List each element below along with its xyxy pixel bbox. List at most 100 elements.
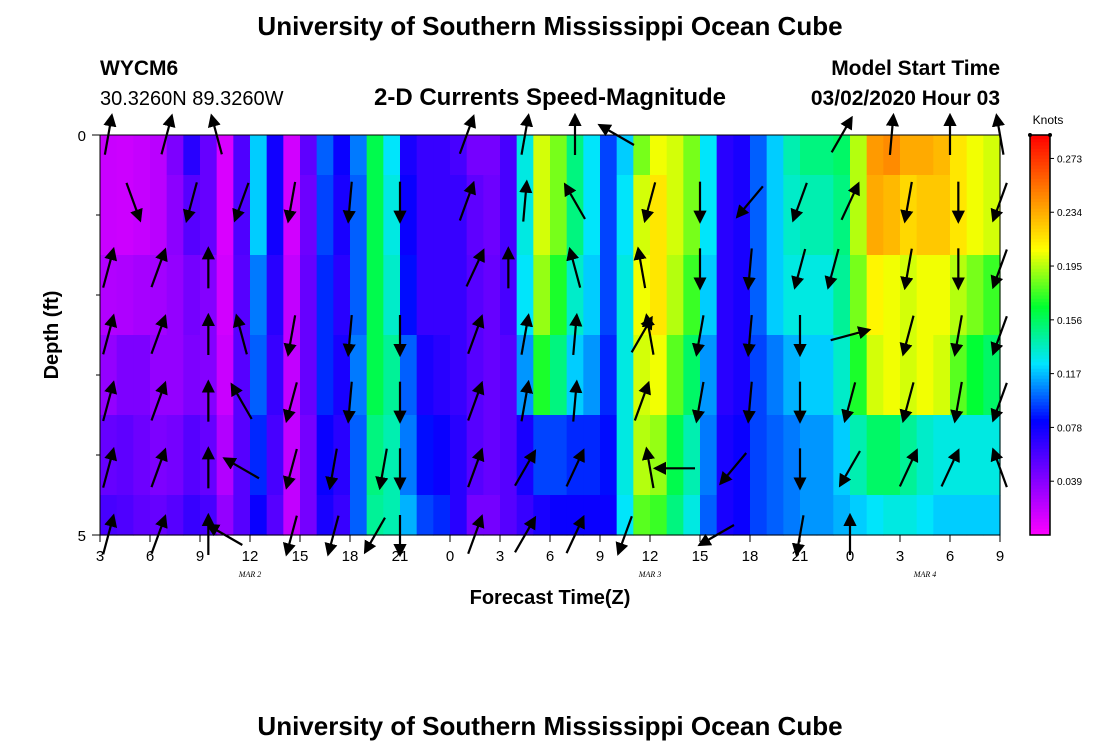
heatmap-cell (933, 495, 951, 536)
heatmap-cell (450, 495, 468, 536)
colorbar-units: Knots (1033, 113, 1064, 127)
colorbar-segment (1030, 445, 1050, 449)
heatmap-cell (300, 175, 318, 256)
current-vector-arrow (520, 313, 534, 355)
x-tick-label: 21 (792, 548, 809, 565)
heatmap-cell (716, 335, 734, 416)
x-tick-label: 15 (692, 548, 709, 565)
heatmap-cell (416, 415, 434, 496)
heatmap-cell (516, 135, 534, 176)
heatmap-cell (283, 255, 301, 336)
x-tick-label: 3 (496, 548, 504, 565)
colorbar-segment (1030, 395, 1050, 399)
heatmap-cell (766, 495, 784, 536)
heatmap-cell (850, 175, 868, 256)
heatmap-cell (283, 175, 301, 256)
colorbar-segment (1030, 371, 1050, 376)
current-vector-arrow (838, 450, 861, 488)
heatmap-cell (300, 415, 318, 496)
heatmap-cell (733, 495, 751, 536)
heatmap-cell (350, 335, 368, 416)
heatmap-cell (750, 415, 768, 496)
y-tick-label: 5 (78, 528, 86, 545)
heatmap-cell (216, 135, 234, 176)
heatmap-cell (433, 255, 451, 336)
heatmap-cell (333, 175, 351, 256)
current-vector-arrow (950, 315, 964, 357)
colorbar-segment (1030, 311, 1050, 316)
heatmap-cell (216, 255, 234, 336)
heatmap-cell (483, 175, 501, 256)
colorbar-segment (1030, 385, 1050, 389)
heatmap-cell (916, 135, 934, 176)
heatmap-cell (250, 175, 268, 256)
colorbar-segment (1030, 485, 1050, 489)
colorbar-segment (1030, 451, 1050, 456)
heatmap-cell (383, 175, 401, 256)
colorbar-segment (1030, 178, 1050, 183)
colorbar-segment (1030, 415, 1050, 419)
colorbar-frame (1029, 134, 1051, 536)
heatmap-cell (916, 495, 934, 536)
current-vector-arrow (691, 315, 705, 357)
heatmap-cell (383, 335, 401, 416)
heatmap-cell (933, 335, 951, 416)
heatmap-cell (550, 335, 568, 416)
heatmap-cell (566, 175, 584, 256)
heatmap-cell (366, 415, 384, 496)
heatmap-cell (766, 135, 784, 176)
current-vector-arrow (566, 246, 582, 288)
colorbar-segment (1030, 381, 1050, 386)
colorbar-segment (1030, 425, 1050, 429)
heatmap-cell (716, 175, 734, 256)
heatmap-cell (500, 335, 518, 416)
heatmap-cell (366, 135, 384, 176)
heatmap-cell (950, 495, 968, 536)
colorbar-segment (1030, 418, 1050, 423)
heatmap-cell (133, 255, 151, 336)
heatmap-cell (150, 175, 168, 256)
current-vector-arrow (742, 248, 756, 291)
heatmap-cell (383, 135, 401, 176)
heatmap-cell (733, 415, 751, 496)
colorbar-segment (1030, 405, 1050, 409)
x-tick-label: 0 (846, 548, 854, 565)
heatmap-cell (766, 335, 784, 416)
heatmap-cell (250, 135, 268, 176)
colorbar-segment (1030, 358, 1050, 363)
heatmap-cell (116, 255, 134, 336)
colorbar-segment (1030, 481, 1050, 486)
heatmap-cell (133, 335, 151, 416)
heatmap-cell (616, 495, 634, 536)
current-vector-arrow (633, 246, 647, 289)
colorbar-tick-label: 0.273 (1057, 154, 1082, 165)
colorbar-segment (1030, 211, 1050, 216)
heatmap-cell (933, 135, 951, 176)
heatmap-cell (533, 495, 551, 536)
colorbar-segment (1030, 518, 1050, 523)
colorbar-segment (1030, 338, 1050, 343)
heatmap-cell (300, 135, 318, 176)
heatmap-cell (566, 495, 584, 536)
heatmap-cell (533, 255, 551, 336)
current-vector-arrow (102, 380, 118, 422)
heatmap-cell (266, 495, 284, 536)
colorbar-segment (1030, 458, 1050, 463)
heatmap-cell (883, 255, 901, 336)
heatmap-cell (583, 135, 601, 176)
heatmap-cell (666, 335, 684, 416)
current-vector-arrow (940, 448, 960, 487)
colorbar-segment (1030, 488, 1050, 493)
current-vector-arrow (565, 448, 585, 487)
heatmap-cell (100, 415, 118, 496)
current-vector-arrow (899, 382, 915, 424)
colorbar-segment (1030, 261, 1050, 266)
colorbar-segment (1030, 471, 1050, 476)
colorbar-segment (1030, 168, 1050, 173)
heatmap-cell (200, 135, 218, 176)
heatmap-cell (783, 175, 801, 256)
heatmap-cell (616, 335, 634, 416)
colorbar-segment (1030, 335, 1050, 339)
heatmap-cell (666, 175, 684, 256)
colorbar-segment (1030, 345, 1050, 349)
